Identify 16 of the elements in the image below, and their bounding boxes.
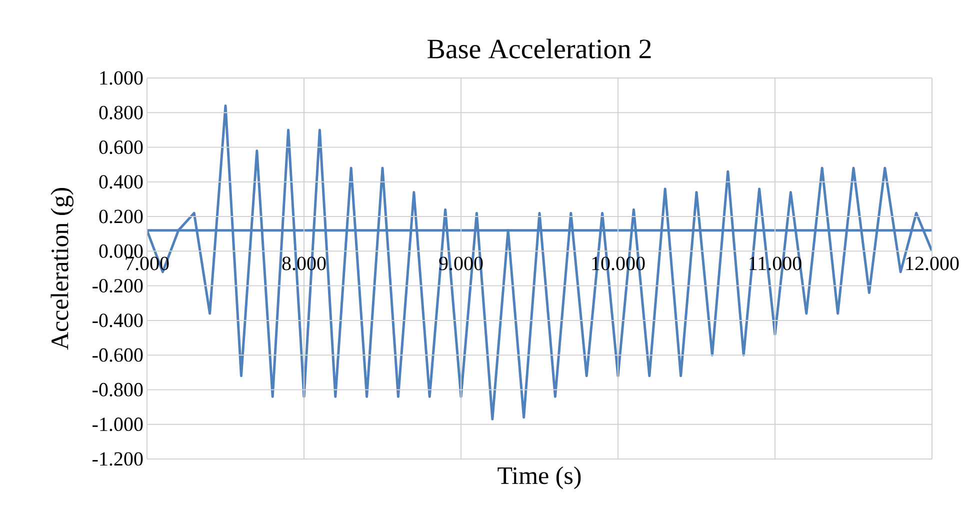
y-tick-label: 0.400 (99, 175, 143, 189)
y-tick-label: 0.800 (99, 106, 143, 120)
chart-title: Base Acceleration 2 (428, 38, 651, 58)
y-tick-label: -0.600 (92, 348, 143, 362)
y-tick-label: -1.000 (92, 418, 143, 432)
x-tick-label: 12.000 (906, 256, 959, 270)
y-tick-label: 1.000 (100, 71, 143, 85)
y-tick-label: -1.200 (92, 452, 143, 466)
y-tick-label: -0.800 (92, 382, 143, 397)
y-tick-label: -0.200 (92, 279, 143, 293)
x-axis-title: Time (s) (498, 466, 581, 490)
y-tick-label: -0.400 (92, 314, 143, 328)
y-tick-label: 0.000 (99, 244, 143, 258)
y-tick-label: 0.200 (99, 210, 143, 224)
y-tick-label: 0.600 (99, 140, 143, 154)
y-axis-title: Acceleration (g) (50, 188, 74, 350)
